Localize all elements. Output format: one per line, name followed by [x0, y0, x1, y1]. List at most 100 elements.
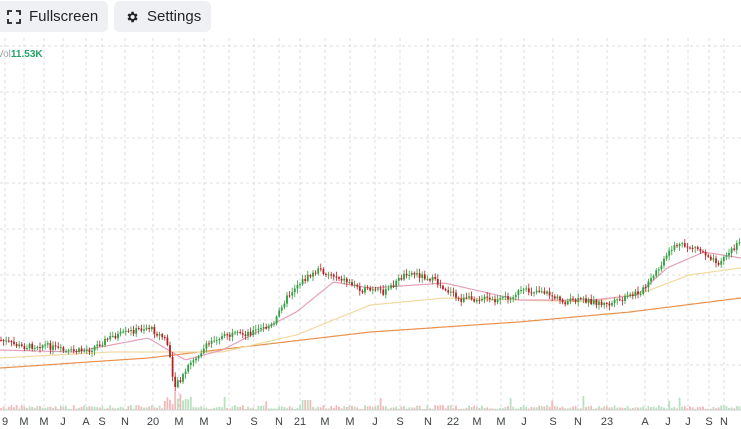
volume-bar: [470, 407, 473, 410]
volume-bar: [135, 405, 138, 410]
candle-body: [392, 285, 395, 287]
candle-body: [288, 295, 291, 297]
volume-bar: [507, 406, 509, 410]
candle-body: [322, 269, 325, 274]
candle-body: [234, 332, 236, 334]
volume-bar: [348, 405, 351, 410]
volume-bar: [148, 406, 151, 410]
x-tick-label: N: [720, 416, 728, 428]
candle-body: [455, 292, 457, 298]
volume-bar: [728, 407, 730, 410]
volume-bar: [613, 405, 616, 410]
volume-bar: [660, 406, 663, 410]
x-tick-label: M: [472, 416, 481, 428]
volume-bar: [447, 405, 450, 410]
volume-bar: [195, 407, 197, 410]
candle-body: [647, 281, 650, 288]
price-chart[interactable]: 9 M M J A S N 20 M M J S N 21 M M J S N 22 M M J S N 23 A J J S N: [0, 38, 741, 429]
volume-bar: [642, 406, 645, 410]
volume-bar: [296, 407, 299, 410]
candle-body: [369, 287, 372, 291]
candle-body: [340, 278, 343, 281]
volume-bar: [78, 407, 80, 410]
volume-bar: [364, 405, 366, 410]
candle-body: [514, 294, 517, 298]
volume-bar: [117, 407, 119, 410]
candle-body: [364, 287, 366, 293]
candle-body: [325, 273, 327, 275]
candle-body: [15, 344, 18, 347]
candle-body: [0, 340, 2, 341]
volume-bar: [491, 408, 494, 410]
volume-bar: [473, 405, 476, 410]
candle-body: [416, 273, 418, 275]
candle-body: [569, 298, 572, 302]
volume-bar: [213, 407, 216, 410]
candle-body: [631, 294, 634, 296]
volume-bar: [304, 400, 307, 410]
candle-body: [236, 332, 239, 334]
candle-body: [507, 296, 509, 300]
candle-body: [317, 268, 320, 274]
volume-bar: [187, 399, 190, 410]
candle-body: [314, 272, 317, 274]
candle-body: [353, 284, 356, 286]
volume-bar: [317, 406, 320, 410]
volume-bar: [31, 407, 34, 410]
candle-body: [358, 286, 361, 291]
candle-body: [605, 302, 608, 304]
volume-bar: [145, 407, 148, 410]
candle-body: [566, 301, 569, 305]
candle-body: [59, 347, 62, 349]
candle-body: [7, 340, 10, 342]
volume-bar: [652, 406, 655, 410]
settings-button[interactable]: Settings: [114, 1, 211, 32]
candle-body: [735, 243, 738, 250]
volume-bar: [501, 407, 504, 410]
volume-bar: [582, 396, 585, 410]
candle-body: [88, 350, 91, 353]
volume-bar: [254, 408, 257, 410]
volume-bar: [564, 408, 567, 410]
candle-body: [299, 284, 301, 286]
volume-bar: [127, 406, 130, 410]
volume-bar: [702, 406, 704, 410]
volume-bar: [574, 406, 577, 410]
candle-body: [530, 292, 533, 294]
candle-body: [249, 331, 252, 335]
candle-body: [221, 336, 223, 340]
x-tick-label: M: [39, 416, 48, 428]
volume-bar: [486, 407, 489, 410]
candlesticks: [0, 238, 741, 391]
volume-bar: [517, 408, 520, 410]
candle-body: [119, 331, 122, 334]
candle-body: [616, 299, 619, 301]
volume-bar: [119, 406, 122, 410]
candle-body: [457, 297, 460, 299]
x-tick-label: J: [685, 416, 691, 428]
volume-bar: [384, 406, 387, 410]
volume-bar: [650, 407, 652, 410]
candle-body: [247, 331, 249, 337]
candle-body: [644, 287, 647, 289]
volume-bar: [273, 408, 275, 410]
candle-body: [501, 297, 504, 299]
candle-body: [197, 356, 200, 359]
candle-body: [400, 277, 403, 280]
volume-bar: [65, 405, 67, 410]
volume-bar: [644, 408, 647, 410]
candle-body: [205, 343, 208, 349]
candle-body: [512, 297, 515, 299]
volume-bar: [478, 408, 481, 410]
x-tick-label: S: [705, 416, 712, 428]
candle-body: [301, 279, 304, 285]
volume-bar: [686, 408, 689, 410]
fullscreen-button[interactable]: Fullscreen: [0, 1, 108, 32]
chart-grid: [0, 38, 741, 410]
volume-bar: [439, 405, 442, 410]
candle-body: [104, 338, 106, 346]
volume-bar: [340, 408, 343, 410]
volume-bar: [200, 406, 203, 410]
x-tick-label: M: [199, 416, 208, 428]
candle-body: [629, 294, 632, 297]
